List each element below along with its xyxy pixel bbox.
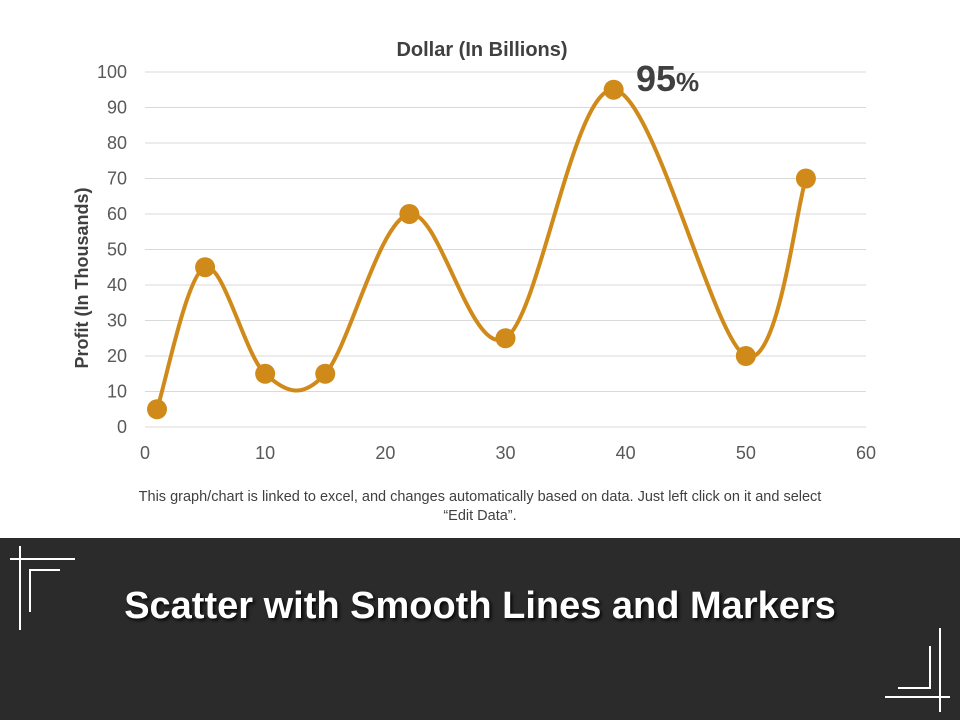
series-smooth-line xyxy=(155,87,808,412)
data-point-marker xyxy=(795,168,816,189)
data-point-marker xyxy=(495,328,516,349)
corner-decoration xyxy=(10,546,950,712)
x-tick-label: 40 xyxy=(616,443,636,463)
gridlines xyxy=(145,71,866,428)
x-tick-label: 60 xyxy=(856,443,876,463)
slide-title: Scatter with Smooth Lines and Markers xyxy=(124,585,836,627)
y-tick-label: 20 xyxy=(107,346,127,366)
y-tick-label: 80 xyxy=(107,133,127,153)
callout-value: 95 xyxy=(636,58,676,99)
series-markers xyxy=(147,79,816,420)
y-tick-label: 100 xyxy=(97,62,127,82)
data-point-marker xyxy=(603,79,624,100)
footer-band xyxy=(0,538,960,720)
y-axis-title: Profit (In Thousands) xyxy=(72,188,92,369)
data-point-marker xyxy=(255,363,276,384)
data-point-marker xyxy=(195,257,216,278)
y-tick-label: 10 xyxy=(107,382,127,402)
callout-annotation: 95% xyxy=(636,58,699,99)
y-tick-label: 30 xyxy=(107,311,127,331)
callout-unit: % xyxy=(676,67,699,97)
data-point-marker xyxy=(399,204,420,224)
data-point-marker xyxy=(147,399,168,420)
y-tick-label: 40 xyxy=(107,275,127,295)
y-tick-label: 50 xyxy=(107,240,127,260)
chart-title: Dollar (In Billions) xyxy=(396,39,567,61)
data-point-marker xyxy=(735,346,756,366)
axis-tick-labels: 0 10 20 30 40 50 60 70 80 90 100 0 10 20 30 40 50 60 xyxy=(97,62,876,463)
x-tick-label: 10 xyxy=(255,443,275,463)
y-tick-label: 70 xyxy=(107,169,127,189)
x-tick-label: 0 xyxy=(140,443,150,463)
scatter-chart: 0 10 20 30 40 50 60 70 80 90 100 0 10 20 30 40 50 60 Doll… xyxy=(72,39,876,463)
y-tick-label: 0 xyxy=(117,417,127,437)
x-tick-label: 50 xyxy=(736,443,756,463)
chart-note: This graph/chart is linked to excel, and… xyxy=(138,489,822,524)
x-tick-label: 30 xyxy=(495,443,515,463)
y-tick-label: 60 xyxy=(107,204,127,224)
y-tick-label: 90 xyxy=(107,98,127,118)
data-point-marker xyxy=(315,363,336,384)
x-tick-label: 20 xyxy=(375,443,395,463)
